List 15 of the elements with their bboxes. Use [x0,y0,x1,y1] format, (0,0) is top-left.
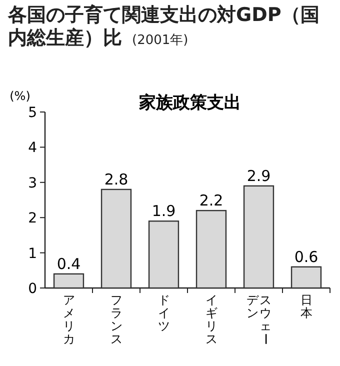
y-tick-label: 3 [28,175,37,192]
data-label: 1.9 [152,202,176,220]
data-label: 2.2 [199,192,224,210]
data-label: 2.9 [246,166,271,185]
y-tick-label: 1 [28,246,37,262]
data-label: 2.8 [104,170,128,188]
y-tick-label: 0 [28,281,37,297]
y-tick-label: 4 [28,140,38,156]
data-label: 0.6 [294,248,318,266]
chart-subtitle: 家族政策支出 [138,93,241,113]
y-tick-label: 2 [28,210,37,227]
y-axis-title: (%) [10,89,30,103]
y-tick-label: 5 [28,105,37,121]
data-label: 0.4 [56,254,81,273]
text: (2001年) [132,33,188,48]
